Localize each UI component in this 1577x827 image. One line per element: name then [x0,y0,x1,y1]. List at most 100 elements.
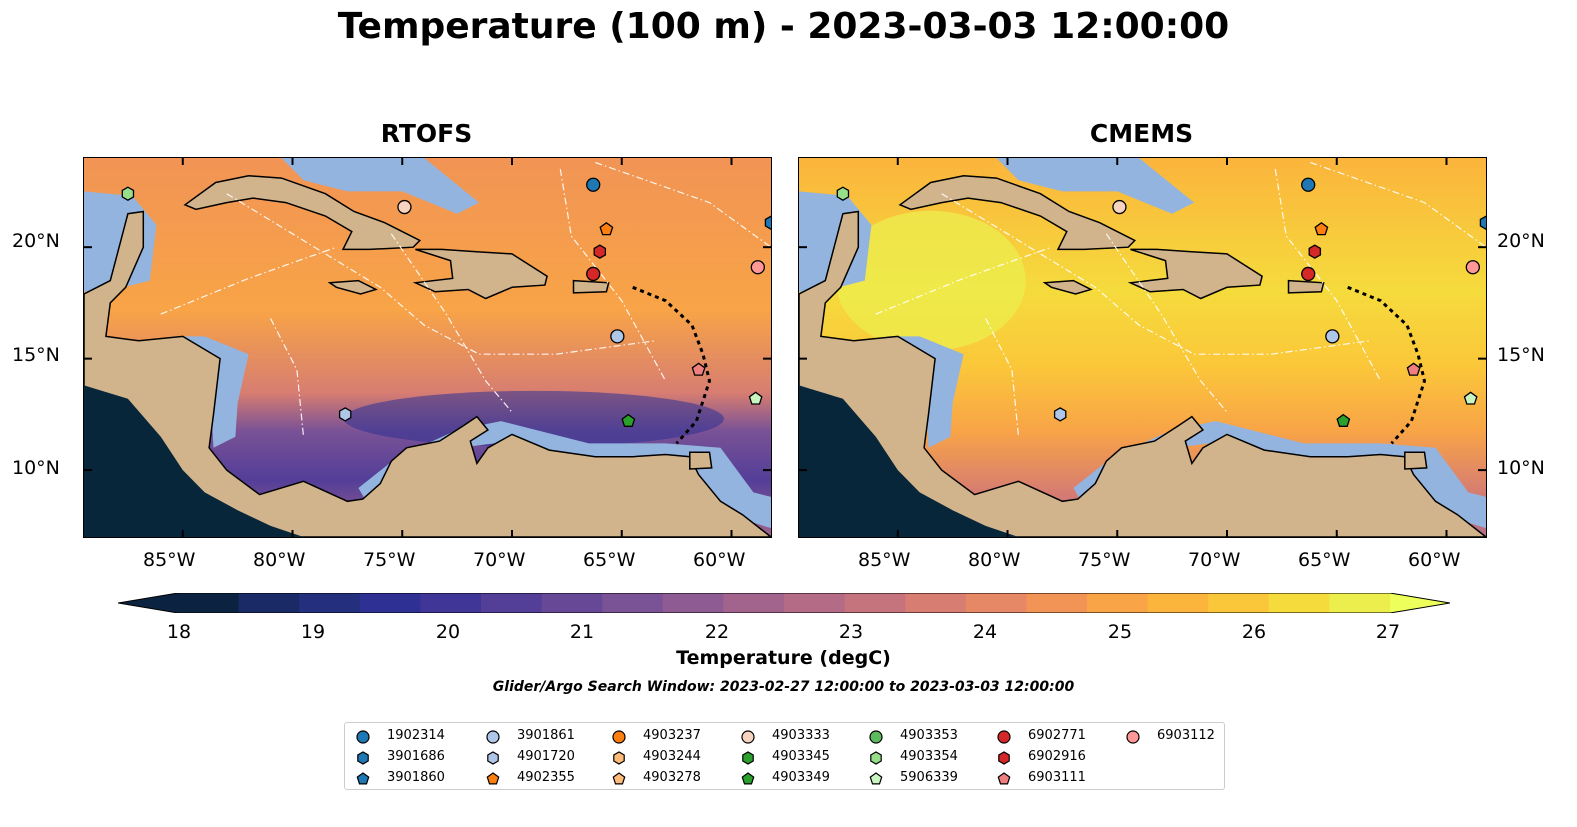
map-cmems[interactable] [798,157,1487,538]
colorbar-bin-16 [1147,593,1209,613]
float-marker-3901686[interactable] [1479,215,1486,230]
float-marker-4902355[interactable] [1314,221,1329,236]
map-rtofs[interactable] [83,157,772,538]
pacific-ocean [799,385,1019,537]
float-marker-6902771[interactable] [1301,266,1316,282]
colorbar-bin-15 [1087,593,1149,613]
legend-label: 6903112 [1157,728,1215,743]
land-hispaniola [412,248,548,300]
float-marker-5906339[interactable] [1463,391,1478,405]
lon-label-60w-right: 60°W [1408,549,1461,571]
lat-label-20n-right: 20°N [1497,230,1545,252]
shelf-south [1073,421,1486,529]
shelf-bahamas [996,158,1195,214]
pentagon-marker-icon [486,772,500,785]
legend-label: 3901861 [517,728,575,743]
float-marker-4902355[interactable] [599,221,614,236]
float-marker-4901720[interactable] [338,407,352,422]
float-marker-6903111[interactable] [691,362,706,376]
land-puerto-rico [1287,279,1325,294]
legend-label: 4903237 [643,728,701,743]
pentagon-marker-icon [997,772,1011,785]
eez-boundary-2 [1105,233,1228,413]
float-marker-6902916[interactable] [1308,244,1322,259]
lat-label-10n-left: 10°N [12,457,60,479]
float-marker-4901720[interactable] [1053,407,1067,422]
colorbar-tick-25: 25 [1107,621,1133,643]
float-marker-5906339[interactable] [748,391,763,405]
colorbar-bin-17 [1208,593,1270,613]
pentagon-marker-icon [869,772,883,785]
lon-label-65w-left: 65°W [583,549,636,571]
float-marker-1902314[interactable] [586,177,601,192]
float-marker-4903349[interactable] [1336,413,1351,427]
legend-label: 4902355 [517,770,575,785]
shelf-nicaragua [886,336,964,448]
colorbar-bin-5 [481,593,543,613]
float-marker-6903112[interactable] [750,260,765,275]
lon-label-75w-left: 75°W [363,549,416,571]
lat-label-15n-right: 15°N [1497,344,1545,366]
legend-label: 1902314 [387,728,445,743]
float-marker-4903333[interactable] [1112,199,1127,215]
colorbar-bin-8 [662,593,724,613]
land-puerto-rico [572,279,610,294]
legend-label: 4903244 [643,749,701,764]
float-marker-6903111[interactable] [1406,362,1421,376]
colorbar-bin-13 [965,593,1027,613]
float-marker-4903349[interactable] [621,413,636,427]
hexagon-marker-icon [998,751,1010,765]
float-legend: 1902314 3901686 3901860 3901861 4901720 49023… [344,722,1225,790]
float-marker-3901686[interactable] [764,215,771,230]
lon-label-85w-left: 85°W [143,549,196,571]
colorbar-tick-23: 23 [838,621,864,643]
legend-label: 3901686 [387,749,445,764]
circle-marker-icon [1126,730,1140,744]
land-hispaniola [1127,248,1263,300]
land-jamaica [1042,279,1093,295]
colorbar-bin-12 [905,593,967,613]
colorbar-title: Temperature (degC) [676,647,891,669]
float-marker-6902771[interactable] [586,266,601,282]
legend-label: 4901720 [517,749,575,764]
colorbar-tick-27: 27 [1375,621,1401,643]
eez-boundary-0 [941,193,1370,355]
hexagon-marker-icon [487,751,499,765]
legend-label: 6902916 [1028,749,1086,764]
colorbar-bin-0 [178,593,240,613]
float-marker-3901861[interactable] [1325,329,1340,344]
float-marker-3901861[interactable] [610,329,625,344]
float-marker-1902314[interactable] [1301,177,1316,192]
hexagon-marker-icon [357,751,369,765]
circle-marker-icon [356,730,370,744]
map-canvas [84,158,771,537]
shelf-south [358,421,771,529]
float-marker-6903112[interactable] [1465,260,1480,275]
eez-boundary-5 [595,161,771,248]
circle-marker-icon [997,730,1011,744]
lon-label-70w-right: 70°W [1188,549,1241,571]
lesser-antilles [632,285,712,445]
float-marker-4903354[interactable] [836,186,850,201]
float-marker-4903333[interactable] [397,199,412,215]
eez-boundary-4 [160,246,337,315]
eez-boundary-1 [985,318,1020,437]
colorbar-bin-6 [541,593,603,613]
colorbar-extend-max [1390,593,1450,613]
float-marker-4903354[interactable] [121,186,135,201]
float-marker-6902916[interactable] [593,244,607,259]
land-trinidad [689,451,713,470]
cool-band [343,390,724,447]
lon-label-80w-right: 80°W [968,549,1021,571]
legend-label: 3901860 [387,770,445,785]
lon-label-80w-left: 80°W [253,549,306,571]
eez-boundary-3 [1274,169,1382,382]
legend-label: 4903333 [772,728,830,743]
legend-label: 5906339 [900,770,958,785]
lon-label-60w-left: 60°W [693,549,746,571]
hexagon-marker-icon [870,751,882,765]
colorbar-bin-2 [299,593,361,613]
colorbar-bin-14 [1026,593,1088,613]
pentagon-marker-icon [356,772,370,785]
colorbar-bin-19 [1329,593,1391,613]
